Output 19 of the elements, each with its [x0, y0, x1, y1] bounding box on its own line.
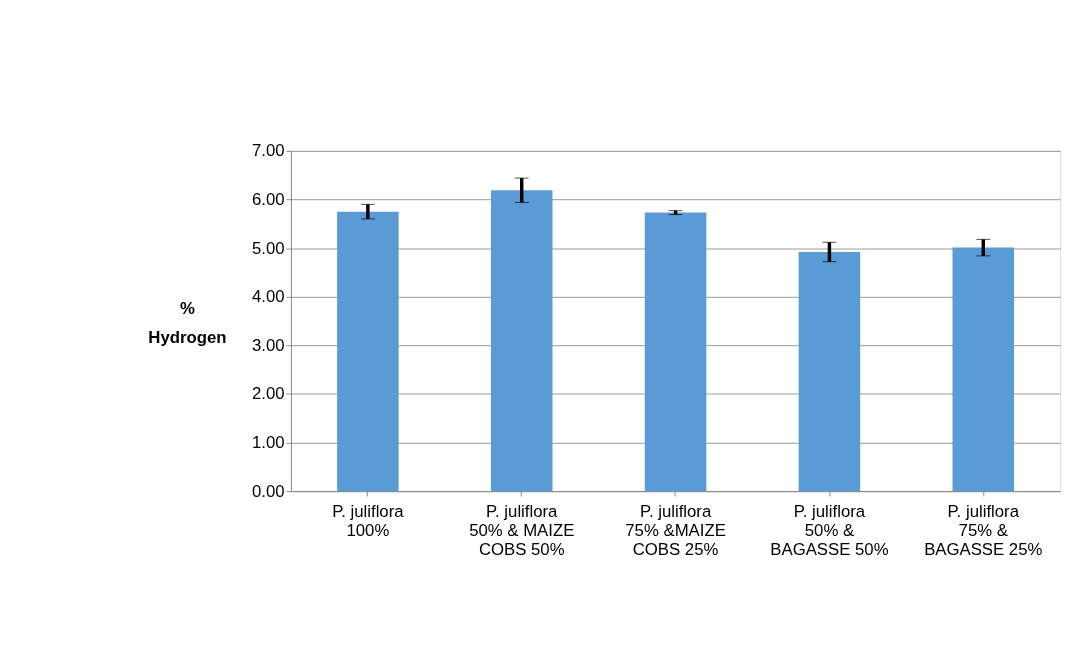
y-tick-label: 1.00 — [251, 432, 285, 452]
y-tick-label: 0.00 — [251, 481, 285, 501]
y-tick-label: 3.00 — [251, 335, 285, 355]
x-tick-label: P. juliflora 100% — [332, 502, 405, 540]
y-tick-label: 6.00 — [251, 189, 285, 209]
x-tick-label: P. juliflora 75% &MAIZE COBS 25% — [625, 502, 726, 559]
bar — [337, 211, 399, 492]
bar — [952, 247, 1015, 492]
bar — [798, 251, 861, 492]
x-tick-label: P. juliflora 75% & BAGASSE 25% — [924, 502, 1043, 559]
y-axis-title: % Hydrogen — [148, 298, 227, 348]
x-tick-label: P. juliflora 50% & MAIZE COBS 50% — [469, 502, 575, 559]
bar — [490, 190, 553, 492]
y-tick-label: 4.00 — [251, 287, 285, 307]
y-tick-label: 2.00 — [251, 384, 285, 404]
bar — [644, 212, 707, 492]
y-tick-label: 7.00 — [251, 141, 285, 161]
y-tick-label: 5.00 — [251, 238, 285, 258]
x-tick-label: P. juliflora 50% & BAGASSE 50% — [770, 502, 889, 559]
